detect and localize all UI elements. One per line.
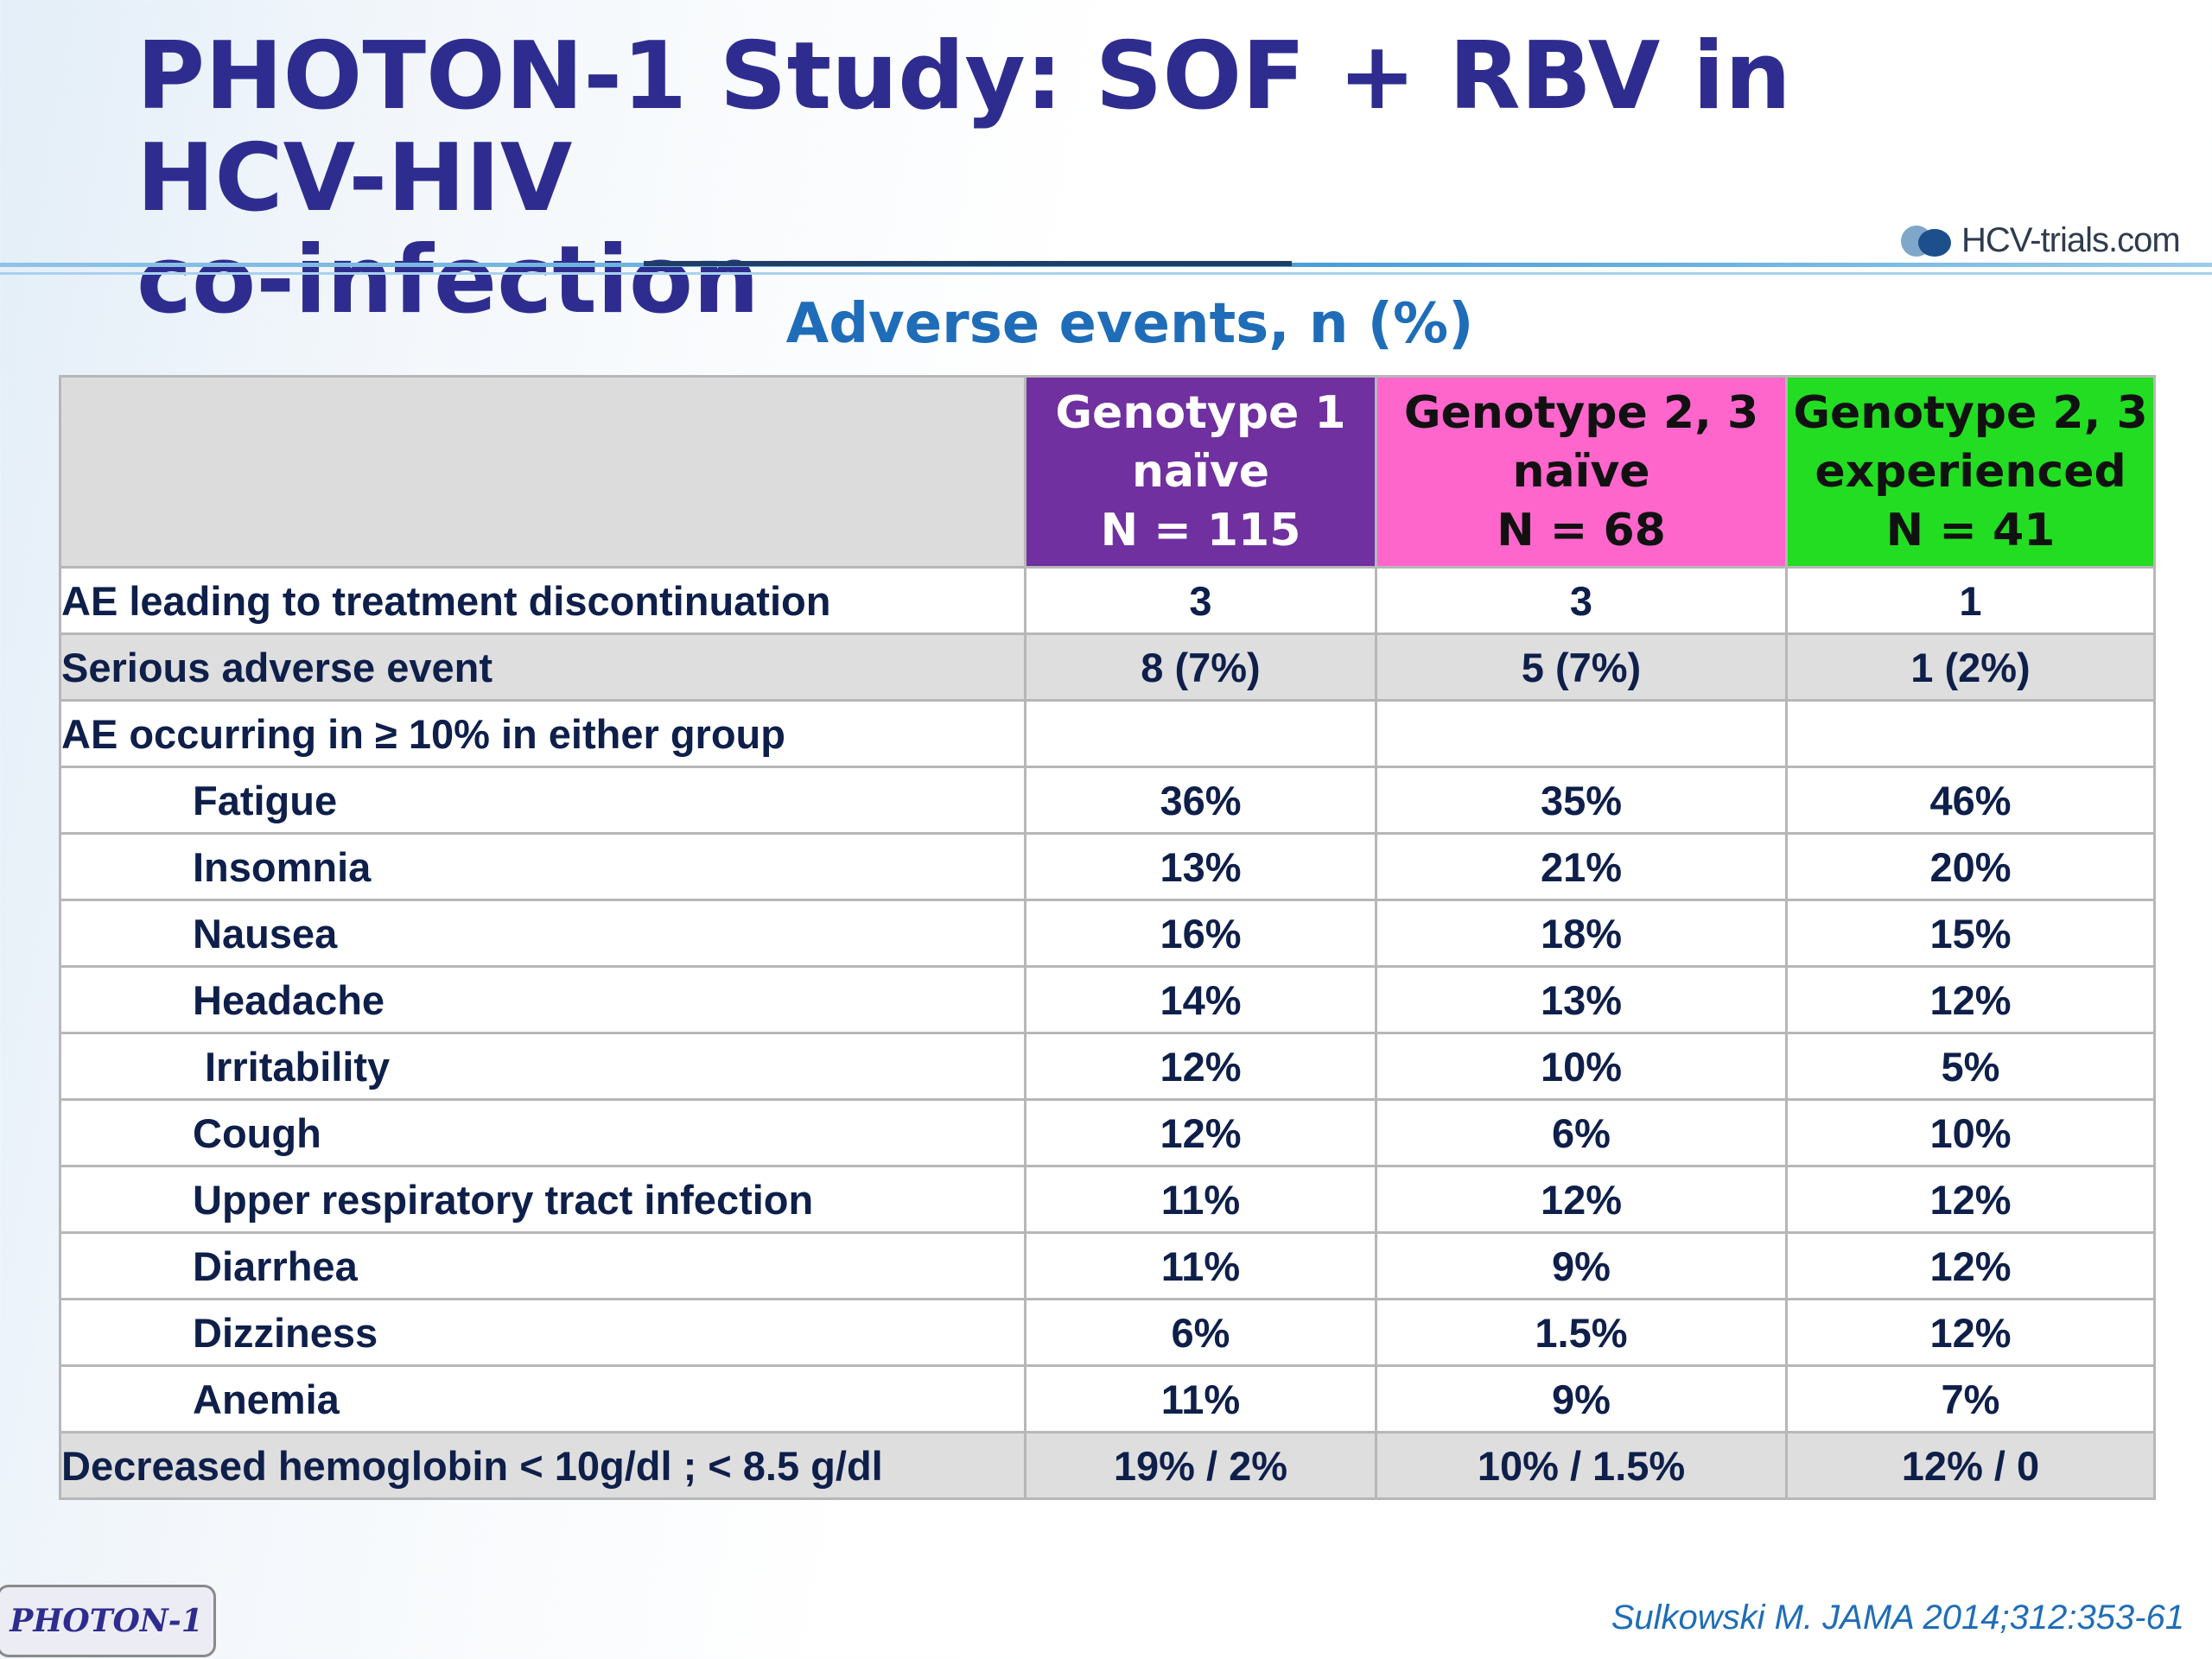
cell-value: 19% / 2% [1024, 1431, 1377, 1500]
cell-value: 6% [1024, 1298, 1377, 1367]
header-rule-thin [0, 272, 2212, 275]
cell-value: 7% [1785, 1364, 2156, 1433]
table-row: Fatigue 36% 35% 46% [59, 766, 2156, 835]
cell-value: 46% [1785, 766, 2156, 835]
cell-value: 36% [1024, 766, 1377, 835]
table-row: AE occurring in ≥ 10% in either group [59, 699, 2156, 768]
row-label: Nausea [59, 899, 1027, 968]
cell-value: 10% / 1.5% [1375, 1431, 1788, 1500]
table-subtitle: Adverse events, n (%) [785, 292, 1474, 356]
cell-value: 9% [1375, 1231, 1788, 1300]
table-row: Cough 12% 6% 10% [59, 1098, 2156, 1167]
table-row: Nausea 16% 18% 15% [59, 899, 2156, 968]
header-corner-cell [59, 375, 1027, 569]
table-header-row: Genotype 1 naïve N = 115 Genotype 2, 3 n… [59, 375, 2156, 569]
row-label: Irritability [59, 1032, 1027, 1101]
row-label: Diarrhea [59, 1231, 1027, 1300]
table-row: AE leading to treatment discontinuation … [59, 566, 2156, 635]
cell-value: 11% [1024, 1165, 1377, 1234]
table-row: Serious adverse event 8 (7%) 5 (7%) 1 (2… [59, 632, 2156, 702]
cell-value: 1 [1785, 566, 2156, 635]
cell-value: 10% [1785, 1098, 2156, 1167]
row-label: Fatigue [59, 766, 1027, 835]
header-genotype-1-naive: Genotype 1 naïve N = 115 [1024, 375, 1377, 569]
cell-value: 8 (7%) [1024, 632, 1377, 702]
cell-value: 12% [1785, 1165, 2156, 1234]
slide-title: PHOTON-1 Study: SOF + RBV in HCV-HIV co-… [137, 26, 2037, 332]
cell-value: 18% [1375, 899, 1788, 968]
cell-value: 3 [1024, 566, 1377, 635]
table-row: Irritability 12% 10% 5% [59, 1032, 2156, 1101]
row-label: AE leading to treatment discontinuation [59, 566, 1027, 635]
table-row: Upper respiratory tract infection 11% 12… [59, 1165, 2156, 1234]
row-label: Headache [59, 965, 1027, 1034]
row-label: Decreased hemoglobin < 10g/dl ; < 8.5 g/… [59, 1431, 1027, 1500]
title-line-1: PHOTON-1 Study: SOF + RBV in HCV-HIV [137, 22, 1791, 232]
reference-citation: Sulkowski M. JAMA 2014;312:353-61 [1611, 1599, 2184, 1637]
cell-value: 12% [1785, 965, 2156, 1034]
study-tag: PHOTON-1 [0, 1585, 216, 1657]
row-label: Insomnia [59, 832, 1027, 901]
header-genotype-23-naive: Genotype 2, 3 naïve N = 68 [1375, 375, 1788, 569]
cell-value: 21% [1375, 832, 1788, 901]
cell-value [1375, 699, 1788, 768]
table-row: Dizziness 6% 1.5% 12% [59, 1298, 2156, 1367]
cell-value: 10% [1375, 1032, 1788, 1101]
row-label: Serious adverse event [59, 632, 1027, 702]
table-row: Decreased hemoglobin < 10g/dl ; < 8.5 g/… [59, 1431, 2156, 1500]
header-genotype-23-experienced: Genotype 2, 3 experienced N = 41 [1785, 375, 2156, 569]
cell-value: 1 (2%) [1785, 632, 2156, 702]
cell-value: 12% [1785, 1298, 2156, 1367]
cell-value: 1.5% [1375, 1298, 1788, 1367]
row-label: Cough [59, 1098, 1027, 1167]
cell-value: 12% / 0 [1785, 1431, 2156, 1500]
title-line-2: co-infection [137, 226, 760, 334]
cell-value: 13% [1024, 832, 1377, 901]
row-label: AE occurring in ≥ 10% in either group [59, 699, 1027, 768]
cell-value: 11% [1024, 1231, 1377, 1300]
cell-value: 6% [1375, 1098, 1788, 1167]
cell-value: 3 [1375, 566, 1788, 635]
cell-value: 12% [1024, 1032, 1377, 1101]
table-row: Insomnia 13% 21% 20% [59, 832, 2156, 901]
cell-value: 14% [1024, 965, 1377, 1034]
logo-text: HCV-trials.com [1961, 220, 2181, 259]
cell-value: 12% [1785, 1231, 2156, 1300]
row-label: Dizziness [59, 1298, 1027, 1367]
cell-value [1785, 699, 2156, 768]
cell-value: 20% [1785, 832, 2156, 901]
cell-value: 13% [1375, 965, 1788, 1034]
cell-value [1024, 699, 1377, 768]
pills-icon [1901, 220, 1955, 260]
cell-value: 11% [1024, 1364, 1377, 1433]
header-rule-dark [644, 261, 1292, 266]
table-row: Headache 14% 13% 12% [59, 965, 2156, 1034]
cell-value: 5 (7%) [1375, 632, 1788, 702]
row-label: Anemia [59, 1364, 1027, 1433]
cell-value: 9% [1375, 1364, 1788, 1433]
cell-value: 5% [1785, 1032, 2156, 1101]
row-label: Upper respiratory tract infection [59, 1165, 1027, 1234]
adverse-events-table: Genotype 1 naïve N = 115 Genotype 2, 3 n… [59, 375, 2156, 1500]
cell-value: 16% [1024, 899, 1377, 968]
table-row: Anemia 11% 9% 7% [59, 1364, 2156, 1433]
cell-value: 35% [1375, 766, 1788, 835]
table-row: Diarrhea 11% 9% 12% [59, 1231, 2156, 1300]
cell-value: 12% [1375, 1165, 1788, 1234]
cell-value: 15% [1785, 899, 2156, 968]
hcv-trials-logo: HCV-trials.com [1901, 214, 2181, 266]
cell-value: 12% [1024, 1098, 1377, 1167]
